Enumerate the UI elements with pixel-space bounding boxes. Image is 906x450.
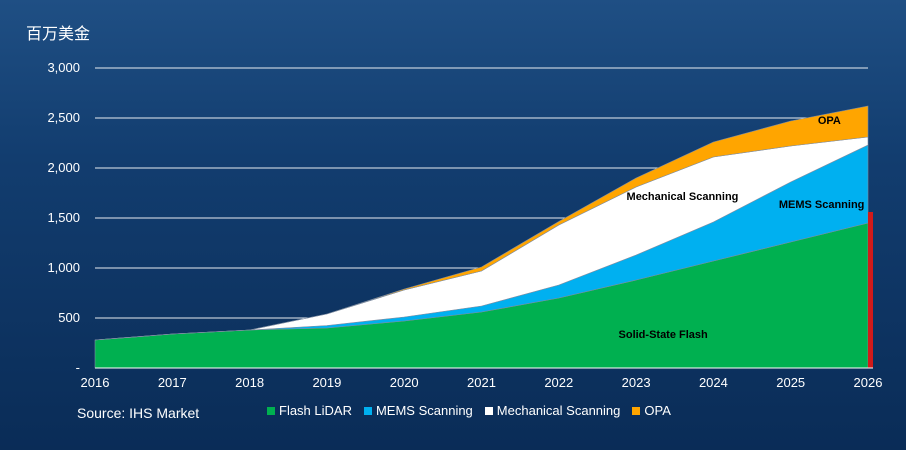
series-annotation: OPA [818,115,841,127]
legend-label: MEMS Scanning [375,403,473,418]
y-tick-label: 1,500 [47,210,80,225]
legend-swatch [632,406,641,415]
legend-item: Mechanical Scanning [484,403,621,418]
legend: Flash LiDAR MEMS Scanning Mechanical Scann… [267,403,671,418]
highlight-bar [868,212,873,368]
x-tick-label: 2020 [390,375,419,390]
series-annotation: Mechanical Scanning [627,191,739,203]
x-tick-label: 2021 [467,375,496,390]
y-tick-label: - [76,360,80,375]
legend-item: MEMS Scanning [363,403,473,418]
legend-item: OPA [632,403,671,418]
x-tick-label: 2017 [158,375,187,390]
x-tick-label: 2023 [622,375,651,390]
unit-label: 百万美金 [26,24,91,43]
series-annotation: MEMS Scanning [779,199,865,211]
legend-label: Mechanical Scanning [496,403,621,418]
x-tick-label: 2022 [544,375,573,390]
legend-item: Flash LiDAR [267,403,352,418]
legend-swatch [484,406,493,415]
x-tick-label: 2026 [854,375,883,390]
y-tick-label: 3,000 [47,60,80,75]
x-tick-label: 2019 [312,375,341,390]
x-tick-label: 2024 [699,375,728,390]
y-tick-label: 2,000 [47,160,80,175]
area-opa [94,105,869,341]
legend-label: Flash LiDAR [279,403,352,418]
y-tick-label: 2,500 [47,110,80,125]
legend-swatch [267,406,275,415]
source-label: Source: IHS Market [77,405,200,421]
legend-swatch [363,406,372,415]
y-tick-label: 500 [58,310,80,325]
legend-label: OPA [644,403,671,418]
x-tick-label: 2018 [235,375,264,390]
series-annotation: Solid-State Flash [619,329,709,341]
y-tick-label: 1,000 [47,260,80,275]
x-tick-label: 2016 [81,375,110,390]
x-tick-label: 2025 [776,375,805,390]
